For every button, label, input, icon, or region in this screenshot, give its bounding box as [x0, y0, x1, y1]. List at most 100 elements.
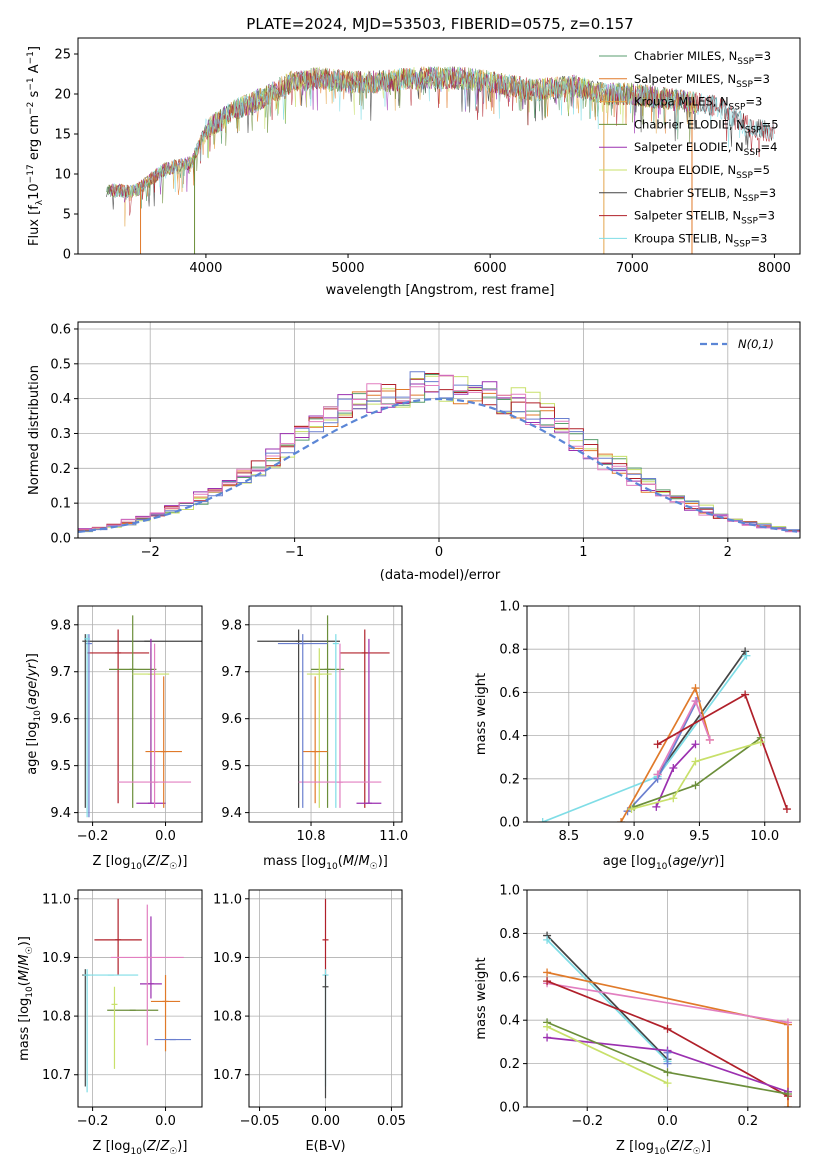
- legend-entry: Salpeter STELIB, NSSP=3: [634, 209, 775, 227]
- weight-series-2: [538, 651, 751, 822]
- data-point-1: [257, 629, 340, 808]
- data-point-3: [322, 975, 329, 1099]
- residuals-panel: −2 −1 0 1 2 0.0 0.1 0.2 0.3 0.4 0.5 0.6 N(0,1) (data-…: [27, 321, 801, 583]
- x-axis-label: wavelength [Angstrom, rest frame]: [326, 283, 555, 298]
- legend-entry: Chabrier MILES, NSSP=3: [634, 49, 771, 67]
- x-tick-label: 9.0: [624, 829, 645, 844]
- spectrum-plot-area: [106, 66, 775, 254]
- weight-vs-z-panel: −0.2 0.0 0.2 0.0 0.2 0.4 0.6 0.8 1.0 Z [log10(Z/Z…: [474, 884, 801, 1157]
- y-tick-label: 0.6: [499, 686, 520, 701]
- x-tick-label: 0.0: [657, 1114, 678, 1129]
- data-point-8: [118, 643, 192, 808]
- x-tick-label: −0.05: [240, 1114, 280, 1129]
- series-marker: [663, 1059, 672, 1068]
- y-tick-label: 0.1: [50, 497, 71, 512]
- series-marker: [663, 1048, 672, 1057]
- series-marker: [783, 1018, 792, 1027]
- x-axis-label: Z [log10(Z/Z☉)]: [93, 1139, 188, 1157]
- y-tick-label: 0.6: [499, 970, 520, 985]
- legend-entry: Kroupa ELODIE, NSSP=5: [634, 163, 770, 181]
- x-tick-label: −2: [141, 545, 160, 560]
- x-axis-label: age [log10(age/yr)]: [603, 854, 725, 872]
- axes-frame: [248, 605, 403, 823]
- y-tick-label: 10.9: [213, 951, 242, 966]
- series-marker: [691, 697, 700, 706]
- series-marker: [543, 1022, 552, 1031]
- age-vs-z-panel: −0.2 0.0 9.4 9.5 9.6 9.7 9.8 Z [log10(Z/Z☉)] age…: [25, 605, 203, 872]
- x-tick-label: 7000: [616, 261, 649, 276]
- data-point-2: [339, 629, 390, 808]
- series-marker: [543, 977, 552, 986]
- mass-vs-ebv-plot-area: [322, 898, 329, 1099]
- data-point-3: [87, 629, 150, 804]
- x-axis-label: mass [log10(M/M☉)]: [263, 854, 388, 872]
- mass-vs-z-plot-area: [82, 898, 192, 1093]
- legend-entry: Chabrier ELODIE, NSSP=5: [634, 117, 779, 135]
- y-tick-label: 9.8: [221, 618, 242, 633]
- y-tick-label: 1.0: [499, 884, 520, 899]
- y-tick-label: 0.2: [499, 1057, 520, 1072]
- legend-entry: Kroupa MILES, NSSP=3: [634, 95, 762, 113]
- y-tick-label: 11.0: [213, 892, 242, 907]
- x-tick-label: 10.0: [750, 829, 779, 844]
- age-vs-mass-panel: 10.8 11.0 9.4 9.5 9.6 9.7 9.8 mass [log10(M/M☉)…: [221, 605, 408, 872]
- series-marker: [741, 690, 750, 699]
- axes-frame: [526, 605, 801, 823]
- series-marker: [669, 794, 678, 803]
- x-tick-label: 10.8: [297, 829, 326, 844]
- x-tick-label: 8000: [758, 261, 791, 276]
- x-axis-label: Z [log10(Z/Z☉)]: [616, 1139, 711, 1157]
- y-tick-label: 0.0: [499, 816, 520, 831]
- x-tick-label: 0.00: [311, 1114, 340, 1129]
- weight-vs-age-panel: 8.5 9.0 9.5 10.0 0.0 0.2 0.4 0.6 0.8 1.0 age [log1…: [474, 600, 801, 872]
- series-marker: [663, 1068, 672, 1077]
- y-tick-label: 0.2: [499, 772, 520, 787]
- axes-frame: [77, 321, 801, 539]
- series-marker: [691, 781, 700, 790]
- spectrum-line-5: [109, 66, 697, 203]
- weight-series-9: [663, 1048, 672, 1068]
- age-vs-mass-plot-area: [257, 615, 390, 808]
- legend-entry: Chabrier STELIB, NSSP=3: [634, 186, 776, 204]
- series-marker: [783, 1089, 792, 1098]
- series-marker: [543, 1033, 552, 1042]
- y-axis-label: Flux [fλ10−17 erg cm−2 s−1 A−1]: [26, 46, 45, 246]
- series-marker: [782, 805, 791, 814]
- x-tick-label: −0.2: [571, 1114, 603, 1129]
- y-tick-label: 0.0: [499, 1101, 520, 1116]
- axes-frame: [77, 37, 801, 255]
- series-line: [631, 741, 762, 810]
- series-line: [546, 935, 669, 1060]
- y-tick-label: 9.6: [50, 712, 71, 727]
- x-axis-label: (data-model)/error: [380, 568, 501, 583]
- y-tick-label: 11.0: [42, 892, 71, 907]
- axes-frame: [77, 889, 203, 1108]
- series-marker: [691, 740, 700, 749]
- y-tick-label: 10.7: [213, 1068, 242, 1083]
- y-tick-label: 0.6: [50, 322, 71, 337]
- data-point-8: [277, 634, 328, 808]
- y-tick-label: 0.4: [50, 392, 71, 407]
- series-marker: [663, 1024, 672, 1033]
- y-tick-label: 15: [54, 128, 71, 143]
- weight-series-8: [543, 1022, 672, 1088]
- weight-series-8: [630, 733, 765, 811]
- y-tick-label: 9.6: [221, 712, 242, 727]
- y-tick-label: 25: [54, 48, 71, 63]
- y-axis-label: mass [log10(M/M☉)]: [17, 936, 35, 1061]
- y-tick-label: 1.0: [499, 600, 520, 615]
- series-marker: [691, 684, 700, 693]
- series-marker: [742, 651, 751, 660]
- y-tick-label: 0: [63, 248, 71, 263]
- series-line: [656, 650, 746, 775]
- data-point-7: [110, 904, 184, 1046]
- y-tick-label: 10.8: [42, 1010, 71, 1025]
- weight-series-9: [627, 738, 765, 814]
- x-tick-label: 4000: [189, 261, 222, 276]
- normal-curve: [78, 397, 798, 533]
- x-tick-label: 0.0: [155, 1114, 176, 1129]
- series-marker: [705, 735, 714, 744]
- data-point-6: [136, 638, 166, 804]
- y-tick-label: 0.4: [499, 729, 520, 744]
